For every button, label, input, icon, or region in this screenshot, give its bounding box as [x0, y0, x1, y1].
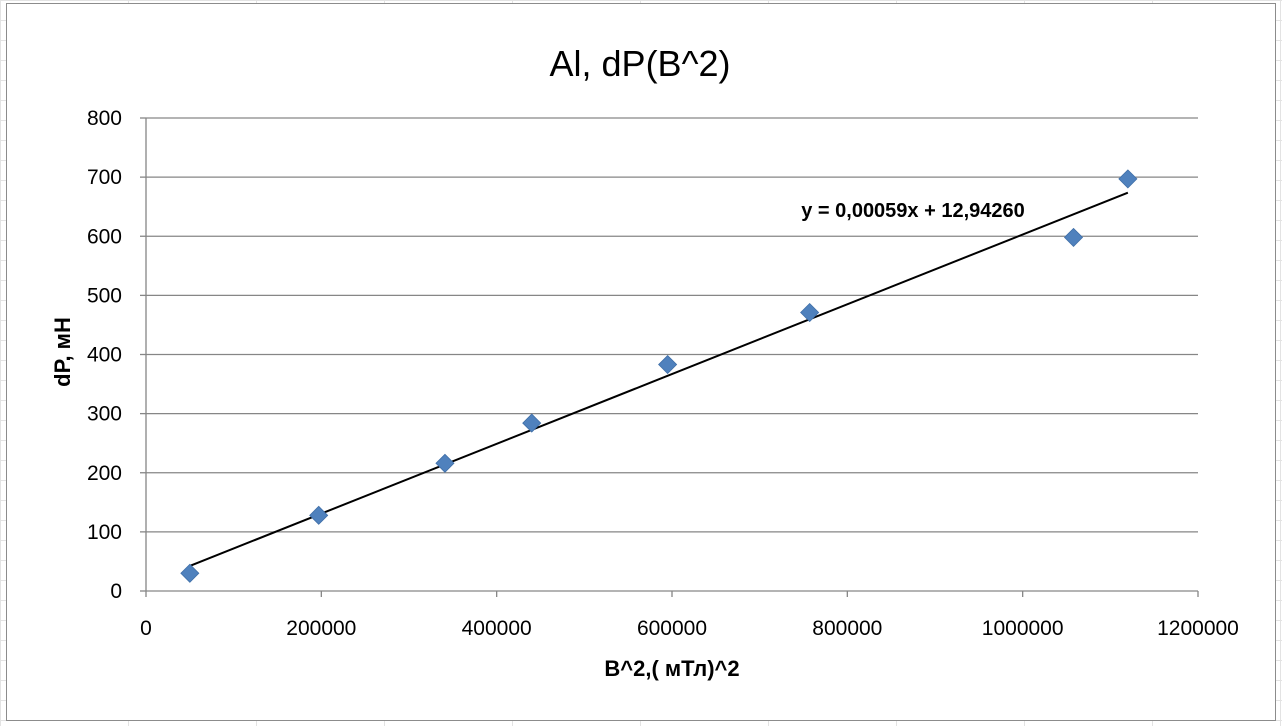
x-tick-label: 0 — [140, 617, 152, 640]
data-point-marker — [522, 413, 542, 433]
x-tick-label: 1000000 — [982, 617, 1064, 640]
data-point-marker — [658, 354, 678, 375]
data-point-marker — [1118, 169, 1138, 189]
data-point-marker — [1063, 227, 1084, 247]
x-axis-label: B^2,( мТл)^2 — [604, 656, 739, 681]
data-point-marker — [309, 505, 329, 525]
x-axis-ticks: 0 200000 400000 600000 800000 1000000 1200000 — [140, 617, 1239, 640]
y-tick-label: 600 — [87, 225, 122, 248]
data-point-marker — [800, 302, 820, 323]
y-tick-label: 0 — [110, 580, 122, 603]
x-tick-label: 200000 — [286, 617, 356, 640]
y-tick-label: 400 — [87, 344, 122, 367]
y-axis-label: dP, мН — [50, 317, 75, 387]
y-tick-label: 200 — [87, 462, 122, 485]
y-tick-label: 800 — [87, 107, 122, 130]
y-tick-label: 100 — [87, 521, 122, 544]
data-points — [180, 169, 1138, 583]
x-tick-label: 600000 — [637, 617, 707, 640]
data-point-marker — [435, 453, 455, 473]
x-tick-label: 1200000 — [1157, 617, 1239, 640]
y-tick-label: 500 — [87, 284, 122, 307]
trendline — [189, 191, 1129, 567]
y-axis-ticks: 0 100 200 300 400 500 600 700 800 — [87, 107, 122, 603]
y-tick-label: 700 — [87, 166, 122, 189]
y-tick-label: 300 — [87, 403, 122, 426]
chart-title: Al, dP(B^2) — [550, 43, 731, 84]
x-tick-label: 800000 — [812, 617, 882, 640]
data-point-marker — [180, 563, 200, 583]
chart-area[interactable] — [6, 3, 1276, 721]
gridlines — [140, 117, 1199, 597]
x-tick-label: 400000 — [462, 617, 532, 640]
trendline-equation: y = 0,00059x + 12,94260 — [801, 200, 1025, 222]
